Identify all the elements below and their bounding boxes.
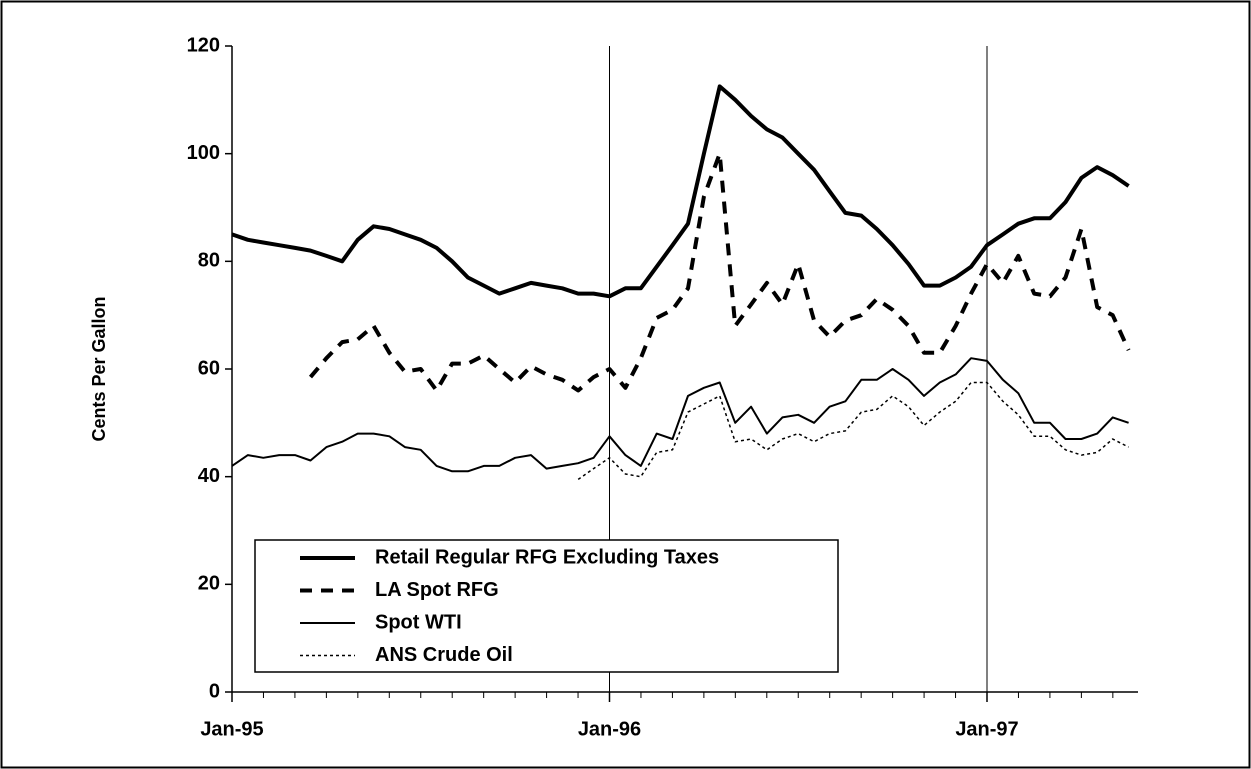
series-line	[231, 357, 1129, 473]
series-line	[231, 84, 1130, 299]
x-tick-label: Jan-95	[200, 718, 263, 740]
series-line	[577, 381, 1129, 481]
x-tick-label: Jan-96	[578, 718, 641, 740]
series-line	[308, 151, 1131, 393]
y-tick-label: 80	[198, 250, 220, 272]
y-tick-label: 100	[187, 142, 220, 164]
y-tick-label: 120	[187, 34, 220, 56]
legend-label: Spot WTI	[375, 611, 462, 633]
y-tick-label: 20	[198, 573, 220, 595]
y-tick-label: 40	[198, 465, 220, 487]
y-tick-label: 60	[198, 357, 220, 379]
y-axis-label: Cents Per Gallon	[89, 296, 109, 441]
legend-label: Retail Regular RFG Excluding Taxes	[375, 546, 719, 568]
x-tick-label: Jan-97	[955, 718, 1018, 740]
legend-label: ANS Crude Oil	[375, 644, 513, 666]
y-tick-label: 0	[209, 680, 220, 702]
legend-box	[254, 539, 839, 673]
legend-label: LA Spot RFG	[375, 579, 499, 601]
